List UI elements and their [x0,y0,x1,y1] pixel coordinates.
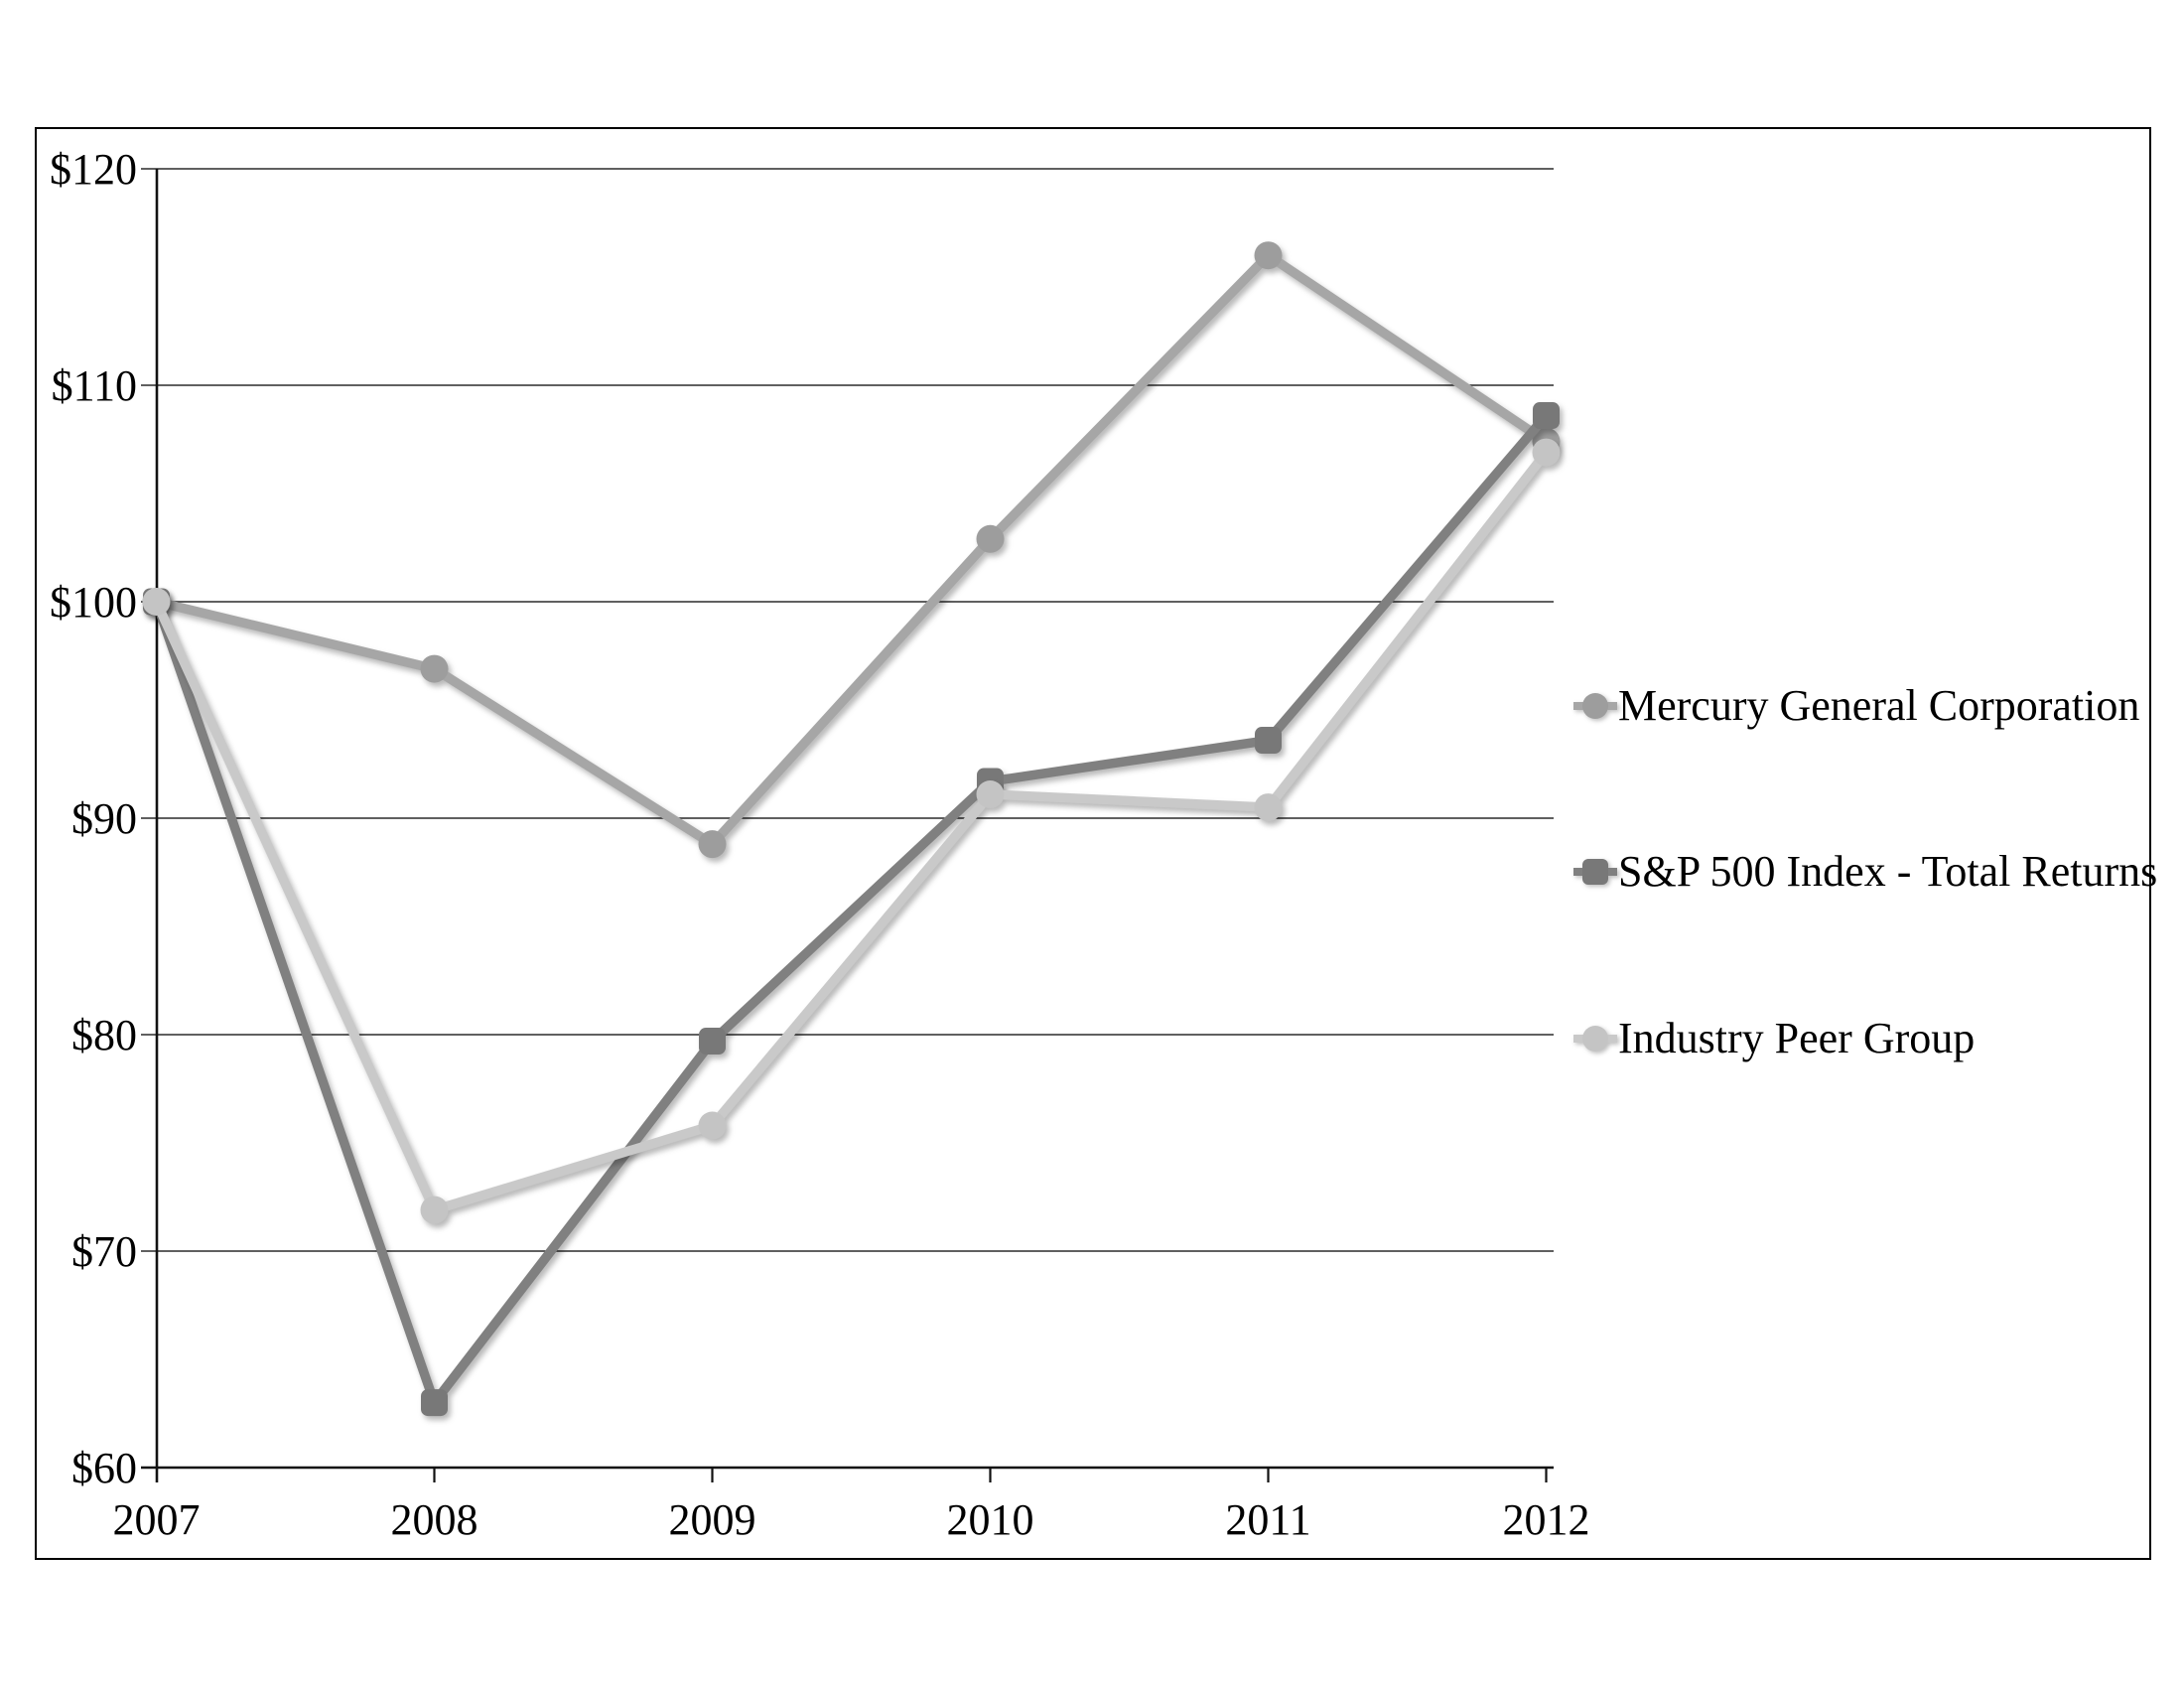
data-point-square-marker [699,1028,726,1055]
data-point-circle-marker [698,1111,727,1140]
series-line [151,447,1552,1215]
data-point-square-marker [1255,727,1282,755]
x-axis-tick-label: 2009 [669,1495,756,1544]
y-axis-tick-label: $70 [71,1227,137,1276]
series-1 [142,241,1561,859]
y-axis-tick-label: $90 [71,794,137,843]
data-point-circle-marker [420,654,449,683]
data-point-circle-marker [1532,438,1561,467]
data-point-circle-marker [1254,793,1283,822]
series-2 [143,402,1560,1417]
x-axis-tick-label: 2007 [113,1495,201,1544]
x-axis-tick-label: 2011 [1225,1495,1310,1544]
data-point-square-marker [421,1389,448,1417]
data-point-circle-marker [420,1196,449,1224]
y-axis-tick-label: $110 [52,361,137,410]
data-point-square-marker [1533,402,1560,430]
x-axis-tick-label: 2010 [947,1495,1034,1544]
series-3 [142,438,1561,1224]
data-point-circle-marker [976,780,1005,809]
data-point-circle-marker [1254,241,1283,270]
data-point-circle-marker [698,830,727,859]
y-axis-tick-label: $120 [50,145,137,194]
x-axis-tick-label: 2012 [1503,1495,1590,1544]
series-line [151,410,1552,1408]
y-axis-tick-label: $60 [71,1444,137,1492]
data-point-circle-marker [142,588,171,616]
data-point-circle-marker [976,524,1005,553]
chart-outer-border [35,127,2151,1560]
x-axis-tick-label: 2008 [391,1495,478,1544]
y-axis-tick-label: $80 [71,1011,137,1059]
y-axis-tick-label: $100 [50,578,137,627]
series-line [151,250,1552,849]
